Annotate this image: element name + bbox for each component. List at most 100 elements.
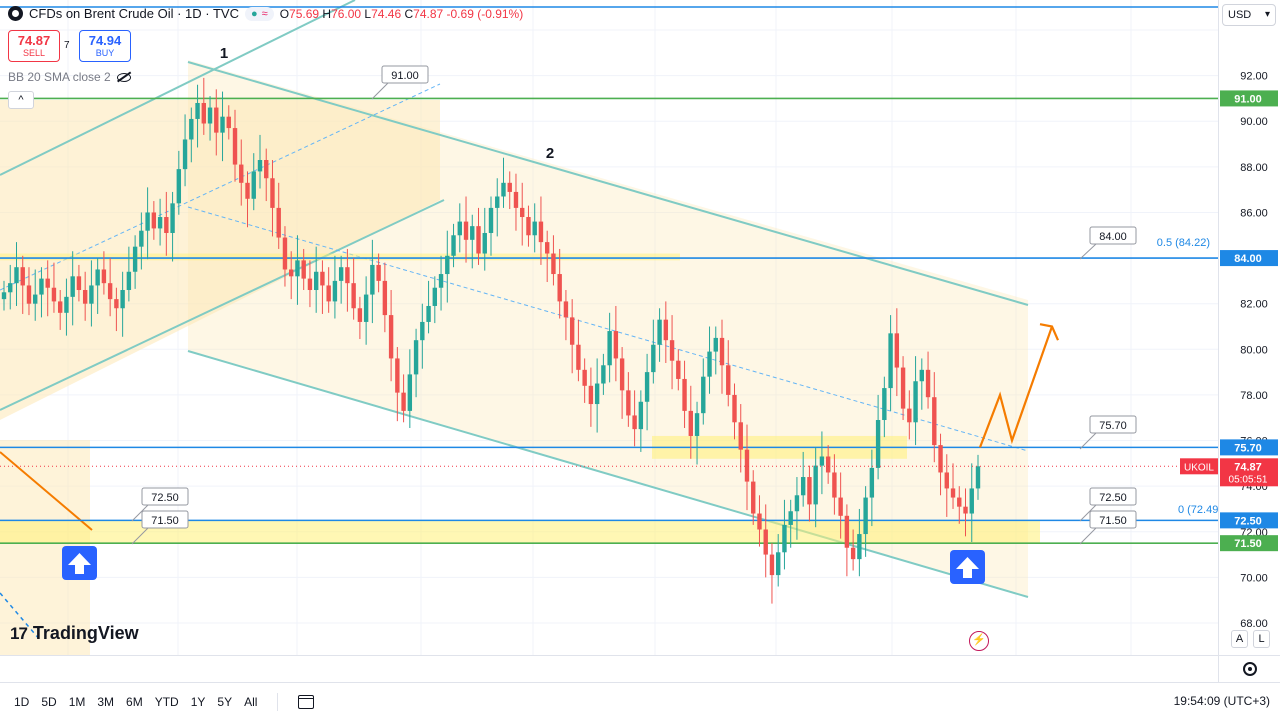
candle-body [438,274,444,288]
indicator-legend[interactable]: BB 20 SMA close 2 [8,70,131,84]
market-status-pill[interactable]: ● ≈ [244,6,274,21]
range-button-all[interactable]: All [244,694,258,709]
candle-body [313,271,319,291]
range-button-3m[interactable]: 3M [97,694,115,709]
buy-button[interactable]: 74.94 BUY [79,30,131,62]
candle-body [800,477,806,496]
candle-body [563,301,569,318]
candle-body [376,264,381,281]
range-button-1y[interactable]: 1Y [190,694,206,709]
trend-line [0,592,41,641]
symbol-tag [1180,458,1218,475]
collapse-legend-button[interactable]: ^ [8,91,34,109]
channel-line [187,61,1029,306]
symbol-title[interactable]: CFDs on Brent Crude Oil · 1D · TVC [29,6,239,21]
candle-body [289,269,294,277]
candle-body [688,410,693,436]
indicator-label: BB 20 SMA close 2 [8,70,111,84]
symbol-tag-label: UKOIL [1184,462,1214,473]
callout-pointer [1079,243,1097,260]
candle-body [239,164,244,183]
candle-body [744,449,750,482]
currency-select[interactable]: USD [1222,4,1276,26]
candle-body [214,107,219,133]
candle-body [576,344,581,370]
candle-body [132,246,138,272]
price-tag [1220,512,1278,529]
candle-body [145,212,150,231]
candle-body [975,466,981,489]
channel-line [0,199,445,411]
candle-body [963,506,968,514]
candle-body [395,358,400,393]
candle-body [426,305,431,322]
candle-body [788,511,793,525]
callout-pointer [131,504,149,522]
price-tag [1220,439,1278,456]
candle-body [913,381,918,423]
y-tick-label: 80.00 [1240,344,1268,356]
candle-body [900,367,906,409]
clock[interactable]: 19:54:09 (UTC+3) [1173,694,1270,708]
candle-body [813,465,818,505]
auto-scale-button[interactable]: A [1231,630,1248,648]
callout-pointer [1079,432,1097,450]
candle-body [182,139,188,170]
wave-label: 2 [546,145,554,162]
callout-box [141,510,189,529]
resistance-zone [0,253,680,261]
log-scale-button[interactable]: L [1253,630,1270,648]
candle-body [950,488,956,498]
candle-body [326,285,331,302]
callout-box [1089,415,1137,434]
candle-body [738,422,743,450]
price-chart[interactable]: 1 2 91.00 84.00 75.70 72.50 71.50 72.50 71.50 0.5… [0,0,1218,655]
sell-button[interactable]: 74.87 SELL [8,30,60,62]
candle-body [919,369,925,382]
range-button-ytd[interactable]: YTD [154,694,179,709]
candle-body [457,221,462,236]
wave-label: 1 [220,45,228,62]
range-button-6m[interactable]: 6M [126,694,143,709]
price-tag-label: 91.00 [1234,93,1262,105]
candle-body [482,232,487,254]
chart-legend: CFDs on Brent Crude Oil · 1D · TVC ● ≈ O7… [8,6,523,21]
candle-body [557,274,562,302]
y-tick-label: 82.00 [1240,299,1268,311]
y-tick-label: 70.00 [1240,572,1268,584]
candle-body [251,171,256,199]
candle-body [270,178,275,208]
price-axis-labels: 92.00 90.00 88.00 86.00 84.00 82.00 80.00 78.00… [1220,71,1278,630]
callout-box [1089,226,1137,245]
candle-body [89,285,94,304]
candle-body [794,495,800,512]
candle-body [451,235,456,256]
candle-body [226,116,231,129]
callout-box [1089,510,1137,529]
divider [277,692,279,711]
candle-body [751,481,756,514]
range-button-5y[interactable]: 5Y [217,694,233,709]
candle-body [407,374,413,411]
calendar-icon[interactable] [298,694,315,709]
eye-off-icon[interactable] [116,72,131,82]
candle-body [726,365,731,395]
candle-body [532,221,537,236]
candle-body [932,397,937,446]
settings-gear-icon[interactable] [1243,662,1257,676]
candle-body [388,315,394,359]
time-axis[interactable] [0,655,1218,682]
range-button-5d[interactable]: 5D [41,694,57,709]
last-price-label: 74.87 [1234,461,1262,473]
candle-body [644,372,650,402]
candle-body [470,226,475,240]
axis-settings[interactable] [1218,655,1280,682]
candle-body [189,118,194,140]
range-button-1m[interactable]: 1M [68,694,86,709]
range-button-1d[interactable]: 1D [14,694,30,709]
bolt-icon[interactable]: ⚡ [969,631,989,651]
candle-body [638,401,644,430]
candle-body [70,276,75,297]
candle-body [45,278,50,288]
price-tag-label: 84.00 [1234,253,1262,265]
